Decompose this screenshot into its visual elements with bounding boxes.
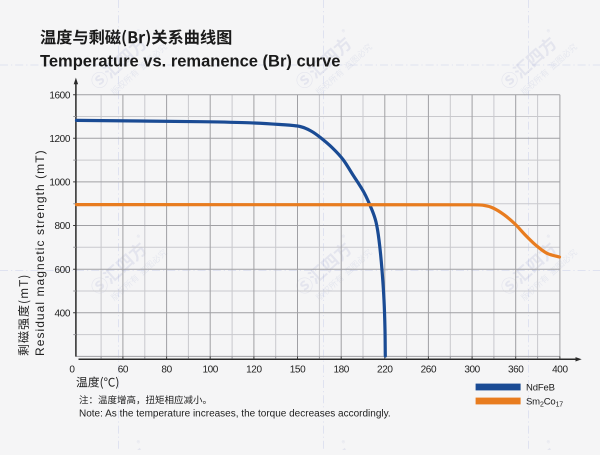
svg-text:300: 300 [464,364,480,375]
svg-text:60: 60 [118,364,129,375]
svg-text:Temperature vs. remanence (Br): Temperature vs. remanence (Br) curve [40,53,341,71]
svg-text:260: 260 [421,364,437,375]
svg-text:NdFeB: NdFeB [526,383,555,394]
svg-text:0: 0 [69,365,75,376]
svg-text:600: 600 [55,265,71,276]
svg-text:Residual magnetic strength (mT: Residual magnetic strength (mT) [33,149,47,356]
svg-text:120: 120 [246,364,262,375]
svg-text:100: 100 [202,364,218,375]
svg-text:150: 150 [290,364,306,375]
svg-text:800: 800 [55,221,71,232]
svg-text:220: 220 [377,364,393,375]
svg-text:1600: 1600 [49,90,70,101]
svg-text:360: 360 [508,364,524,375]
svg-text:80: 80 [161,364,172,375]
svg-text:Sm2Co17: Sm2Co17 [526,396,563,408]
svg-text:400: 400 [552,364,568,375]
svg-text:Note: As the temperature incre: Note: As the temperature increases, the … [79,408,391,419]
svg-text:1000: 1000 [49,178,70,189]
svg-text:400: 400 [55,308,71,319]
svg-text:1200: 1200 [49,134,70,145]
svg-text:180: 180 [333,364,349,375]
